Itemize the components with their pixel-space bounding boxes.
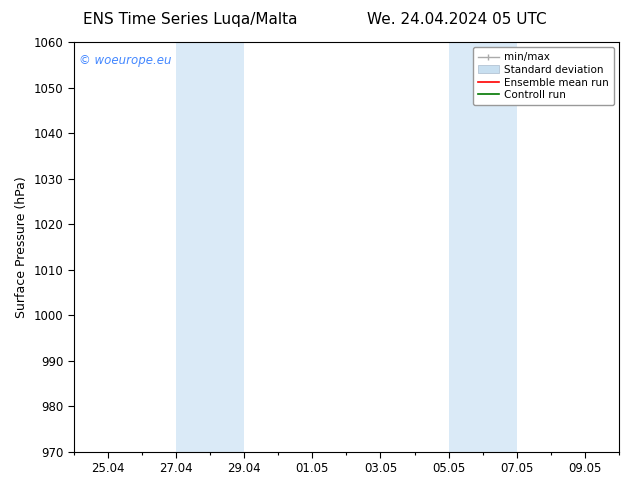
Text: We. 24.04.2024 05 UTC: We. 24.04.2024 05 UTC (366, 12, 547, 27)
Text: © woeurope.eu: © woeurope.eu (79, 54, 172, 67)
Y-axis label: Surface Pressure (hPa): Surface Pressure (hPa) (15, 176, 28, 318)
Legend: min/max, Standard deviation, Ensemble mean run, Controll run: min/max, Standard deviation, Ensemble me… (472, 47, 614, 105)
Bar (449, 42, 517, 452)
Bar (176, 42, 244, 452)
Text: ENS Time Series Luqa/Malta: ENS Time Series Luqa/Malta (83, 12, 297, 27)
